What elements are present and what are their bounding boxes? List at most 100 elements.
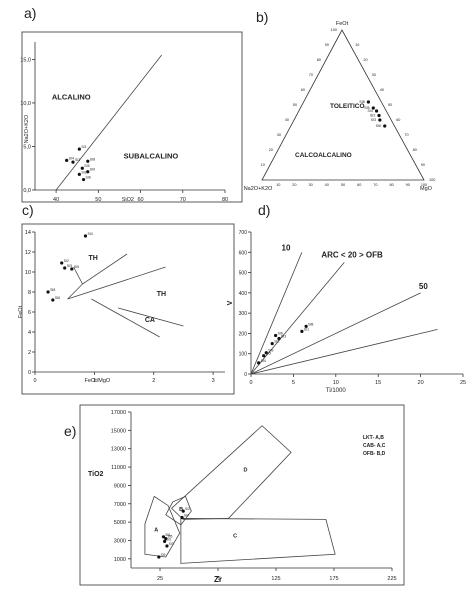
y-tick-label: 14 [25,230,31,236]
ternary-tick-right: 70 [404,133,408,137]
vertex-label-alkalis: Na2O+K2O [244,186,273,192]
data-point-si6 [273,333,278,338]
ternary-tick-bottom: 20 [292,183,296,187]
data-point-si9 [264,351,268,355]
panel-b-afm: FeOt Na2O+K2O MgO 10 10 10 20 20 20 30 30 30 40 40 40 5… [244,21,436,192]
alkaline-boundary-line [55,54,162,191]
legend-entry-1: LKT- A,B [363,435,384,441]
y-tick-label: 9000 [114,483,126,489]
y-tick-label: 0 [244,372,247,378]
point-label: SI8 [90,157,95,161]
panel-c-frame [21,223,235,395]
annotation-ratio-10: 10 [282,243,291,252]
ternary-tick-bottom: 60 [357,183,361,187]
y-tick-label: 8 [28,290,31,296]
legend-entry-3: OFB- B,D [363,451,386,457]
point-label: SI5 [74,265,79,269]
x-tick-label: 20 [418,380,424,386]
ternary-tick-left: 80 [317,58,321,62]
point-label: SI4 [184,514,189,518]
y-tick-label: 400 [239,291,248,297]
field-label-ca: CA [145,317,155,324]
point-label: SI1 [81,145,86,149]
boundary-line-3 [67,266,166,300]
point-label: SI9 [90,168,95,172]
point-label: SI2 [185,507,190,511]
ternary-tick-right: 100 [429,178,435,182]
data-point-si8 [366,100,370,104]
point-label: SI2 [81,170,86,174]
ternary-tick-right: 20 [363,58,367,62]
x-axis-label: FeOt/MgO [85,378,111,384]
y-tick-label: 600 [239,250,248,256]
data-point-si8 [86,159,90,163]
y-tick-label: 10,0 [20,101,31,107]
annotation-arc-ofb: ARC < 20 > OFB [321,250,383,259]
data-point-si8 [46,290,50,294]
y-tick-label: 11000 [111,465,126,471]
ternary-tick-left: 40 [285,118,289,122]
x-tick-label: 125 [271,576,280,582]
data-point-si2 [377,113,381,118]
point-label: SI2 [274,340,279,344]
ternary-tick-left: 60 [301,88,305,92]
panel-e-frame [79,404,405,586]
ternary-tick-right: 60 [396,118,400,122]
point-label: SI4 [368,109,373,113]
ternary-tick-bottom: 80 [389,183,393,187]
point-label: SI3 [67,264,72,268]
data-point-si3 [71,160,75,164]
ratio-line-10 [250,252,303,375]
x-tick-label: 1 [93,378,96,384]
panel-e-zr-tio2: 25 75 125 175 225 1000 3000 5000 7000 9000 11000 13… [88,410,397,584]
field-polygon-c [180,518,336,564]
annotation-ratio-50: 50 [419,282,428,291]
data-point-si8 [161,535,166,539]
ratio-line-20 [250,262,345,375]
point-label: SI9 [268,349,273,353]
point-label: SI6 [55,296,60,300]
y-tick-label: 6 [28,310,31,316]
data-point-si5 [80,166,84,170]
y-tick-label: 0 [28,370,31,376]
point-label: SI8 [165,533,170,537]
data-point-si1 [163,539,167,543]
field-polygon-d [171,425,292,520]
x-tick-label: 2 [152,378,155,384]
panel-a-frame [21,31,243,203]
x-tick-label: 10 [333,380,339,386]
point-label: SI3 [371,118,376,122]
x-tick-label: 50 [95,197,101,203]
data-point-si6 [383,124,387,128]
ternary-tick-bottom: 30 [308,183,312,187]
legend-entry-2: CAB- A,C [363,443,386,449]
point-label: SI6 [86,176,91,180]
data-point-si2 [77,172,81,176]
point-label: SI9 [161,553,166,557]
x-tick-label: 70 [180,197,186,203]
boundary-line-2 [73,266,83,285]
point-label: SI5 [84,164,89,168]
data-point-si8 [304,324,308,328]
ternary-tick-left: 70 [309,73,313,77]
ternary-tick-left: 90 [325,43,329,47]
panel-d-ti-v: 0 5 10 15 20 25 0 100 200 300 400 500 600 700 Ti/1000 V… [227,230,466,394]
y-tick-label: 7000 [114,502,126,508]
data-point-si6 [81,177,86,182]
x-axis-label: Ti/1000 [326,388,346,394]
ternary-tick-right: 50 [388,103,392,107]
panel-a-tas: 40 50 60 70 80 0,0 5,0 10,0 15,0 SiO2 Na2O+K2O ALCA… [20,42,228,203]
data-point-si5 [70,267,74,271]
ternary-tick-bottom: 70 [373,183,377,187]
point-label: SI2 [64,259,69,263]
x-tick-label: 0 [33,378,36,384]
data-point-si4 [65,158,69,162]
y-tick-label: 5,0 [23,144,31,150]
panel-letter-b: b) [256,9,268,25]
ratio-line-100 [250,328,438,375]
point-label: SI2 [370,114,375,118]
y-axis-label: Na2O+K2O [24,114,30,143]
panel-letter-e: e) [64,423,76,439]
panel-letter-a: a) [24,5,36,21]
ratio-line-50 [250,292,421,375]
